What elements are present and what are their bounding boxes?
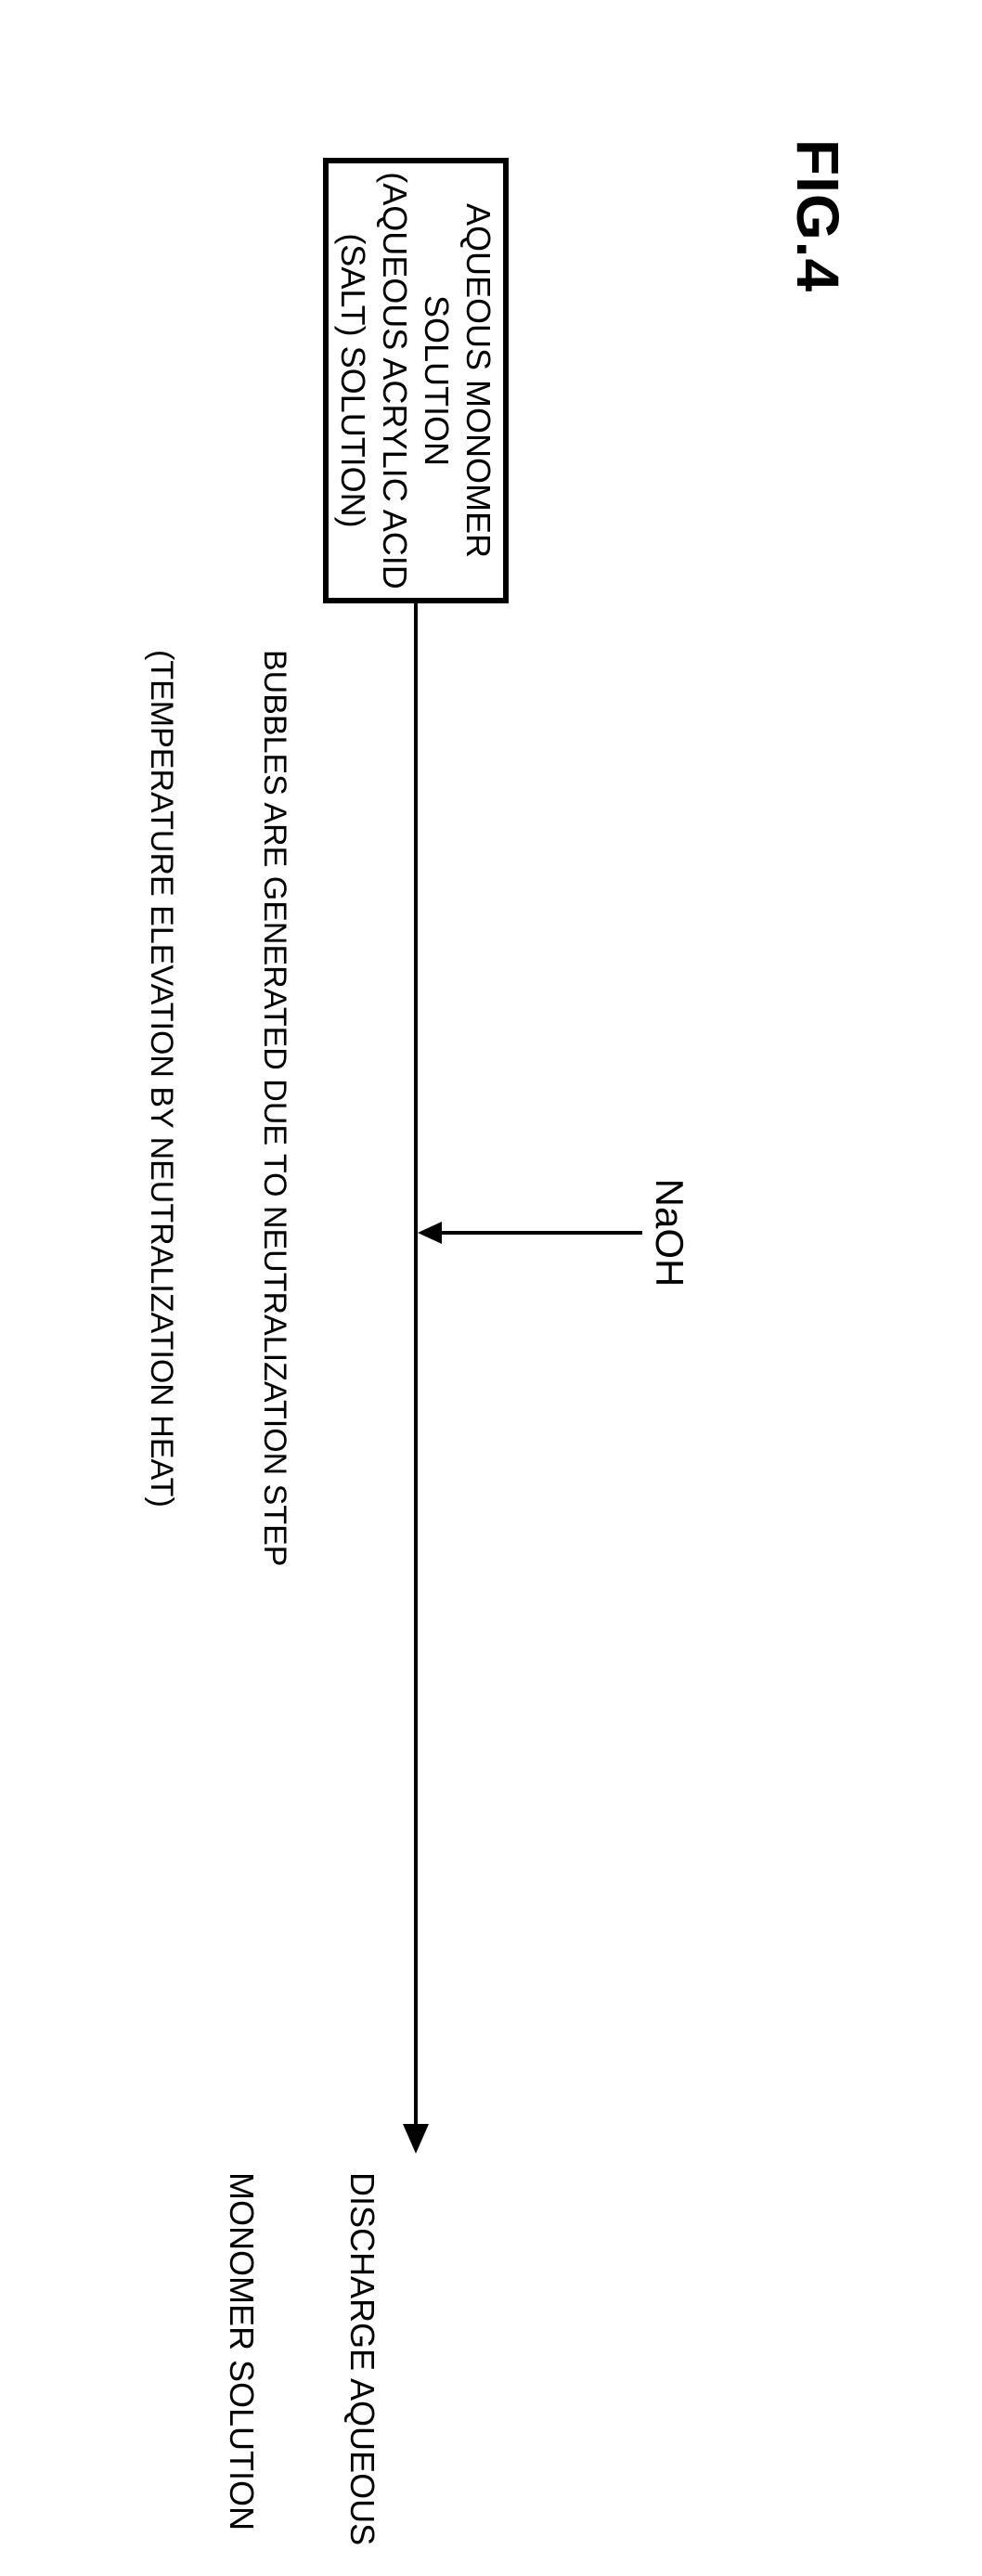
- figure-label: FIG.4: [783, 139, 852, 292]
- output-label-line2: MONOMER SOLUTION: [222, 2172, 262, 2545]
- output-label-line1: DISCHARGE AQUEOUS: [342, 2172, 381, 2545]
- start-box-line4: (SALT) SOLUTION): [332, 233, 374, 527]
- start-box-line2: SOLUTION: [416, 295, 458, 466]
- reagent-drop-arrowhead-icon: [418, 1222, 442, 1244]
- rotated-layer: FIG.4 AQUEOUS MONOMER SOLUTION (AQUEOUS …: [0, 0, 982, 2576]
- process-note: BUBBLES ARE GENERATED DUE TO NEUTRALIZAT…: [67, 650, 369, 1566]
- main-flow-line: [414, 603, 418, 2126]
- start-box-line3: (AQUEOUS ACRYLIC ACID: [374, 172, 416, 589]
- output-label: DISCHARGE AQUEOUS MONOMER SOLUTION: [142, 2172, 463, 2545]
- process-note-line1: BUBBLES ARE GENERATED DUE TO NEUTRALIZAT…: [256, 650, 294, 1566]
- start-box-line1: AQUEOUS MONOMER: [458, 203, 499, 558]
- start-box: AQUEOUS MONOMER SOLUTION (AQUEOUS ACRYLI…: [323, 158, 509, 603]
- diagram-canvas: FIG.4 AQUEOUS MONOMER SOLUTION (AQUEOUS …: [0, 0, 982, 2576]
- reagent-drop-line: [440, 1231, 642, 1235]
- reagent-label: NaOH: [646, 1168, 692, 1298]
- process-note-line2: (TEMPERATURE ELEVATION BY NEUTRALIZATION…: [142, 650, 180, 1566]
- main-flow-arrowhead-icon: [403, 2124, 429, 2154]
